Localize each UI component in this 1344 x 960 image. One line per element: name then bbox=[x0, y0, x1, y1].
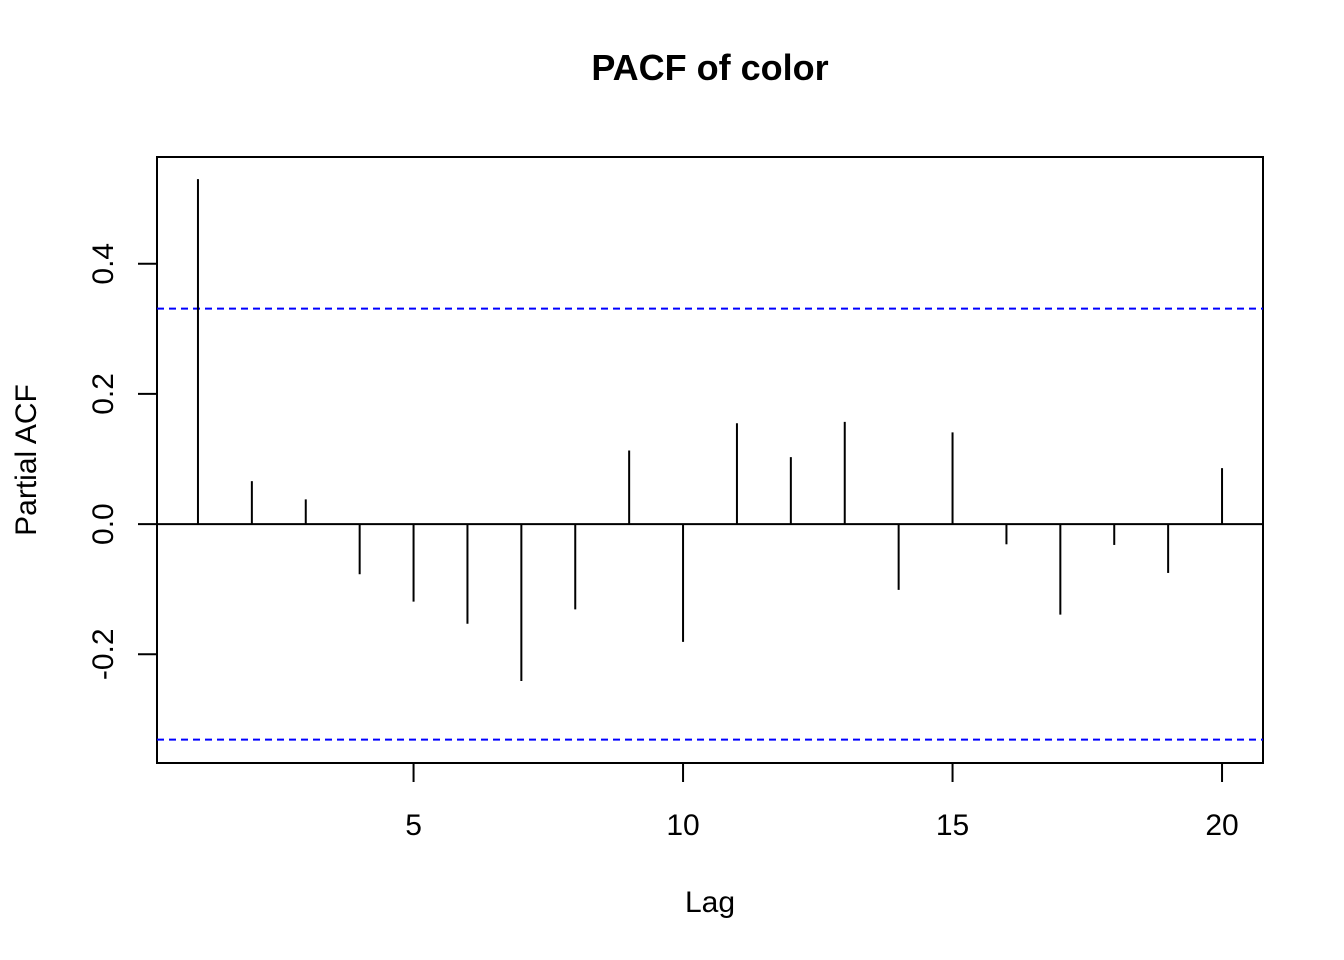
y-tick-label-3: 0.4 bbox=[87, 243, 120, 285]
y-axis-label: Partial ACF bbox=[10, 384, 43, 536]
x-tick-label-10: 10 bbox=[666, 809, 699, 842]
y-tick-label-0: -0.2 bbox=[87, 628, 120, 680]
y-tick-label-1: 0.0 bbox=[87, 503, 120, 545]
plot-area: 5 10 15 20 -0.2 0.0 0.2 0.4 bbox=[87, 156, 1264, 842]
plot-frame bbox=[156, 156, 1264, 764]
x-tick-label-20: 20 bbox=[1205, 809, 1238, 842]
x-axis-label: Lag bbox=[685, 886, 735, 919]
x-tick-label-15: 15 bbox=[936, 809, 969, 842]
y-tick-label-2: 0.2 bbox=[87, 373, 120, 415]
chart-title: PACF of color bbox=[591, 47, 828, 88]
x-tick-label-5: 5 bbox=[405, 809, 422, 842]
